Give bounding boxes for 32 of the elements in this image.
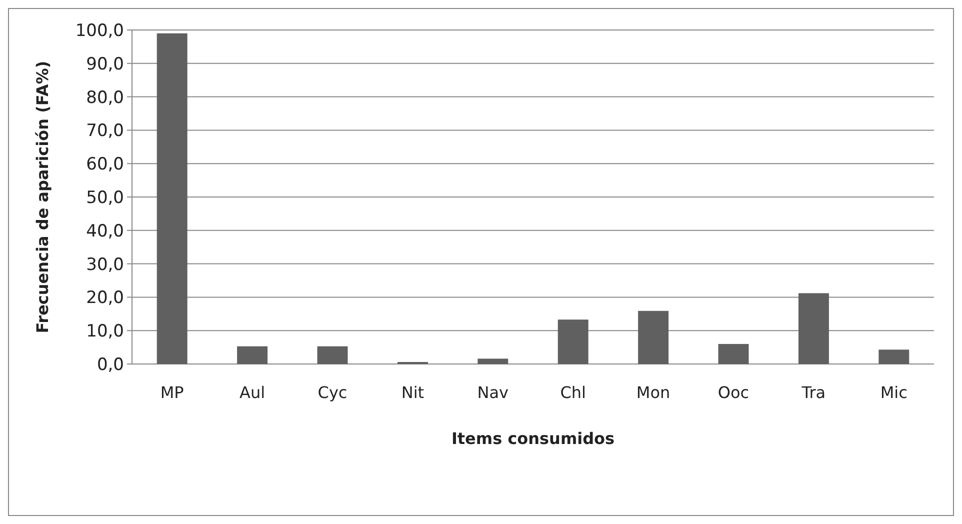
y-tick-label: 80,0 bbox=[86, 88, 124, 108]
x-axis-title: Items consumidos bbox=[451, 429, 615, 448]
y-tick-label: 30,0 bbox=[86, 254, 124, 275]
y-tick-label: 90,0 bbox=[86, 54, 124, 74]
y-tick-label: 100,0 bbox=[75, 20, 124, 41]
x-tick-label: Mic bbox=[880, 383, 908, 402]
bar bbox=[156, 33, 188, 364]
x-tick-label: MP bbox=[160, 383, 184, 402]
x-tick-label: Ooc bbox=[718, 383, 750, 402]
x-tick-label: Mon bbox=[636, 383, 670, 402]
x-tick-label: Nav bbox=[477, 383, 509, 402]
bar bbox=[558, 320, 588, 364]
bar bbox=[478, 358, 508, 364]
bar bbox=[798, 293, 829, 364]
y-tick-label: 40,0 bbox=[86, 221, 124, 242]
x-tick-label: Chl bbox=[560, 383, 586, 402]
y-axis-title: Frecuencia de aparición (FA%) bbox=[33, 60, 52, 334]
x-tick-label: Cyc bbox=[318, 383, 348, 402]
y-tick-label: 10,0 bbox=[86, 322, 124, 342]
bar bbox=[638, 310, 669, 364]
bar bbox=[878, 350, 910, 364]
y-tick-label: 20,0 bbox=[86, 288, 124, 308]
y-tick-label: 60,0 bbox=[86, 154, 124, 175]
y-tick-label: 70,0 bbox=[86, 121, 124, 142]
x-tick-label: Aul bbox=[240, 383, 266, 402]
y-tick-label: 0,0 bbox=[96, 354, 124, 375]
bar bbox=[317, 346, 348, 364]
bar bbox=[718, 344, 749, 364]
x-tick-label: Nit bbox=[401, 383, 424, 402]
y-tick-label: 50,0 bbox=[86, 188, 124, 208]
x-tick-label: Tra bbox=[800, 383, 826, 402]
bar bbox=[237, 346, 268, 364]
